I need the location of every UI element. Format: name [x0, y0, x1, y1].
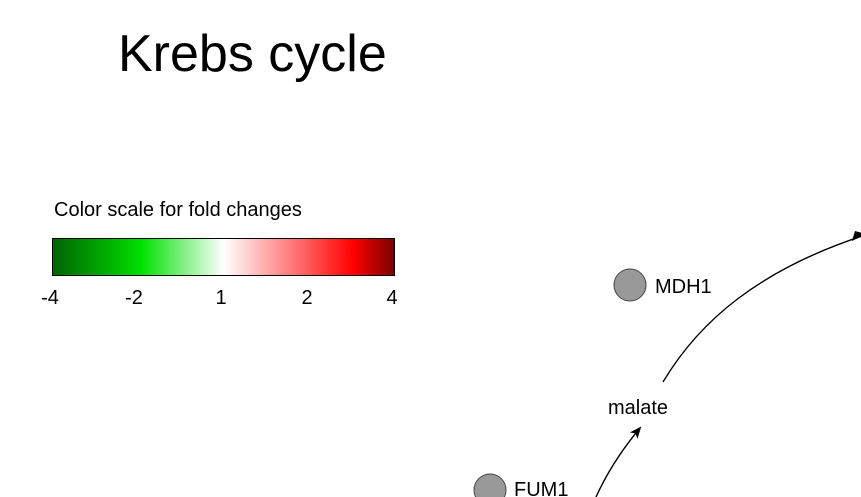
reaction-arc-fumarate-to-malate: [595, 426, 642, 497]
enzyme-label-fum1: FUM1: [514, 479, 569, 497]
color-scale-tick-neg2: -2: [125, 287, 143, 309]
reaction-arc-malate-to-oxaloacetate: [662, 235, 861, 383]
color-scale-tick-2: 2: [301, 287, 313, 309]
color-scale-tick-4: 4: [386, 287, 398, 309]
enzyme-node-fum1[interactable]: [473, 473, 507, 497]
color-scale-gradient: [52, 238, 395, 276]
color-scale-label: Color scale for fold changes: [54, 199, 302, 221]
color-scale-tick-1: 1: [215, 287, 227, 309]
metabolite-malate[interactable]: malate: [608, 397, 669, 419]
enzyme-node-mdh1[interactable]: [613, 268, 647, 302]
arrowhead-offscreen: [852, 231, 861, 241]
page-title: Krebs cycle: [118, 25, 387, 83]
enzyme-label-mdh1: MDH1: [655, 276, 712, 298]
color-scale-tick-neg4: -4: [41, 287, 59, 309]
